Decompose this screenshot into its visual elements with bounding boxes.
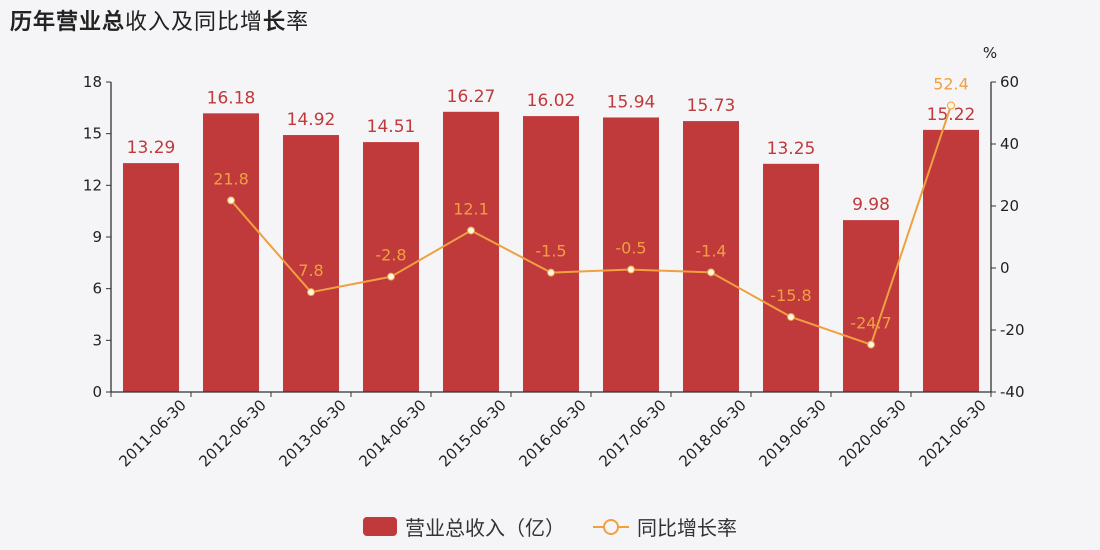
- right-axis-tick: 40: [1000, 135, 1019, 153]
- bar[interactable]: [363, 142, 419, 392]
- growth-line: [230, 105, 952, 346]
- legend: 营业总收入（亿） 同比增长率: [0, 512, 1100, 541]
- bar[interactable]: [283, 135, 339, 393]
- growth-value-label: -15.8: [770, 286, 811, 305]
- right-axis-tick: 0: [1000, 259, 1010, 277]
- bar[interactable]: [123, 163, 179, 392]
- growth-point[interactable]: [627, 265, 635, 274]
- x-axis-tick-label: 2020-06-30: [835, 396, 909, 470]
- growth-point[interactable]: [307, 288, 315, 297]
- bar[interactable]: [443, 111, 499, 393]
- growth-point[interactable]: [947, 101, 955, 110]
- growth-point[interactable]: [467, 226, 475, 235]
- right-axis-unit: %: [983, 44, 997, 62]
- right-axis-tick: 20: [1000, 197, 1019, 215]
- legend-item-revenue[interactable]: 营业总收入（亿）: [363, 512, 565, 541]
- x-axis-tick-label: 2017-06-30: [595, 396, 669, 470]
- bar-value-label: 16.27: [447, 87, 496, 107]
- x-axis-tick-label: 2021-06-30: [915, 396, 989, 470]
- x-axis-tick-label: 2012-06-30: [195, 396, 269, 470]
- left-axis-tick: 15: [83, 125, 102, 143]
- bar[interactable]: [683, 121, 739, 392]
- growth-point[interactable]: [227, 196, 235, 205]
- bar-value-label: 14.51: [367, 117, 416, 137]
- left-axis-tick: 12: [83, 176, 102, 194]
- bar-value-label: 15.94: [607, 92, 656, 112]
- x-axis-tick-label: 2018-06-30: [675, 396, 749, 470]
- right-axis-tick: 60: [1000, 73, 1019, 91]
- x-axis-tick-label: 2011-06-30: [115, 396, 189, 470]
- bar[interactable]: [923, 129, 979, 392]
- growth-value-label: 12.1: [453, 199, 489, 218]
- legend-label: 营业总收入（亿）: [405, 516, 565, 540]
- bar-value-label: 16.18: [207, 88, 256, 108]
- bar-value-label: 16.02: [527, 91, 576, 111]
- title-part: 率: [286, 10, 310, 35]
- growth-value-label: -1.4: [695, 241, 726, 260]
- x-axis-tick-label: 2016-06-30: [515, 396, 589, 470]
- growth-point[interactable]: [867, 340, 875, 349]
- bar[interactable]: [763, 163, 819, 392]
- growth-value-label: -1.5: [535, 242, 566, 261]
- growth-value-label: -0.5: [615, 239, 646, 258]
- title-part: 收入及同比增: [125, 10, 264, 35]
- left-axis-tick: 3: [92, 331, 102, 349]
- growth-point[interactable]: [707, 268, 715, 277]
- bar-value-label: 15.22: [927, 105, 976, 125]
- title-part: 历年: [10, 10, 57, 35]
- growth-value-label: 52.4: [933, 75, 969, 94]
- growth-point[interactable]: [387, 272, 395, 281]
- growth-value-label: 7.8: [298, 261, 323, 280]
- x-axis-tick-label: 2014-06-30: [355, 396, 429, 470]
- left-axis-tick: 0: [92, 383, 102, 401]
- chart-plot: 13.29 16.18 14.92 14.51 16.27 16.02 15.94 15.73…: [83, 44, 1025, 470]
- title-part: 长: [263, 10, 287, 35]
- legend-item-growth[interactable]: 同比增长率: [593, 512, 737, 541]
- growth-point[interactable]: [547, 268, 555, 277]
- growth-value-label: -24.7: [850, 314, 891, 333]
- right-axis-tick: -20: [1000, 321, 1025, 339]
- left-axis-tick: 18: [83, 73, 102, 91]
- bar-value-label: 15.73: [687, 96, 736, 116]
- growth-point[interactable]: [787, 312, 795, 321]
- legend-line-circle-icon: [593, 517, 629, 537]
- right-axis-tick: -40: [1000, 383, 1025, 401]
- left-axis-tick: 9: [92, 228, 102, 246]
- bar[interactable]: [843, 220, 899, 392]
- x-axis-tick-label: 2015-06-30: [435, 396, 509, 470]
- legend-bar-swatch-icon: [363, 517, 397, 536]
- x-axis-tick-label: 2019-06-30: [755, 396, 829, 470]
- left-axis-tick: 6: [92, 280, 102, 298]
- bar-value-label: 13.25: [767, 139, 816, 159]
- x-axis-tick-label: 2013-06-30: [275, 396, 349, 470]
- bar-value-label: 9.98: [852, 195, 890, 215]
- bar[interactable]: [603, 117, 659, 392]
- bar[interactable]: [523, 116, 579, 392]
- growth-value-label: -2.8: [375, 246, 406, 265]
- bar-value-label: 14.92: [287, 110, 336, 130]
- legend-label: 同比增长率: [637, 516, 737, 540]
- title-part: 营业总: [56, 10, 126, 35]
- bar-value-label: 13.29: [127, 138, 176, 158]
- growth-value-label: 21.8: [213, 169, 249, 188]
- bar[interactable]: [203, 113, 259, 392]
- chart-title: 历年营业总收入及同比增长率: [10, 4, 309, 36]
